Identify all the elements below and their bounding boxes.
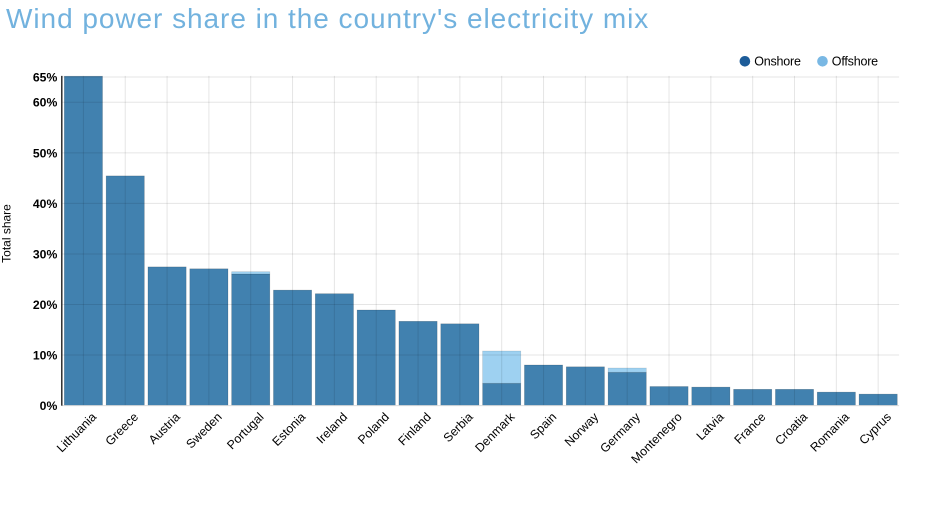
svg-text:60%: 60% xyxy=(33,96,58,110)
svg-text:0%: 0% xyxy=(40,399,58,413)
svg-text:40%: 40% xyxy=(33,197,58,211)
svg-text:10%: 10% xyxy=(33,348,58,362)
svg-text:Offshore: Offshore xyxy=(832,55,878,69)
svg-text:65%: 65% xyxy=(33,70,58,84)
svg-text:20%: 20% xyxy=(33,298,58,312)
svg-text:Wind power share in the countr: Wind power share in the country's electr… xyxy=(6,3,649,34)
svg-text:Onshore: Onshore xyxy=(754,55,801,69)
svg-text:50%: 50% xyxy=(33,146,58,160)
svg-text:30%: 30% xyxy=(33,247,58,261)
svg-text:Total share: Total share xyxy=(0,204,14,263)
